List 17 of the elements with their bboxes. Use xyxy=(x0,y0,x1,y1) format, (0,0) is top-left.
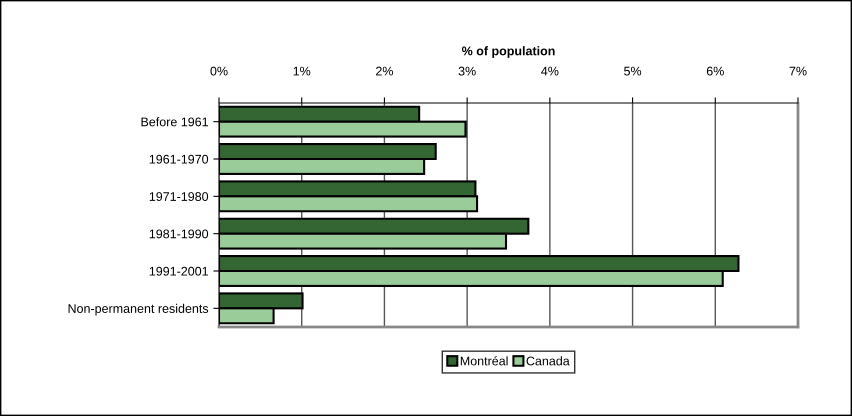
x-tick-label: 5% xyxy=(624,66,642,76)
legend-label: Canada xyxy=(526,356,570,366)
y-tick-label: Non-permanent residents xyxy=(68,304,208,316)
x-tick-label: 0% xyxy=(210,66,228,76)
y-tick-label: 1981-1990 xyxy=(150,229,208,238)
x-tick-label: 7% xyxy=(790,66,807,76)
x-tick-label: 4% xyxy=(541,66,558,76)
x-tick-label: 3% xyxy=(458,66,476,76)
x-tick-label: 6% xyxy=(706,66,724,76)
x-axis-title: % of population xyxy=(462,46,555,58)
y-tick-label: 1971-1980 xyxy=(150,192,208,201)
y-tick-label: 1961-1970 xyxy=(150,154,208,164)
y-tick-label: 1991-2001 xyxy=(150,266,208,276)
x-tick-label: 1% xyxy=(294,66,310,76)
x-tick-label: 2% xyxy=(376,66,394,76)
y-tick-label: Before 1961 xyxy=(142,117,208,126)
legend-label: Montréal xyxy=(460,356,508,366)
